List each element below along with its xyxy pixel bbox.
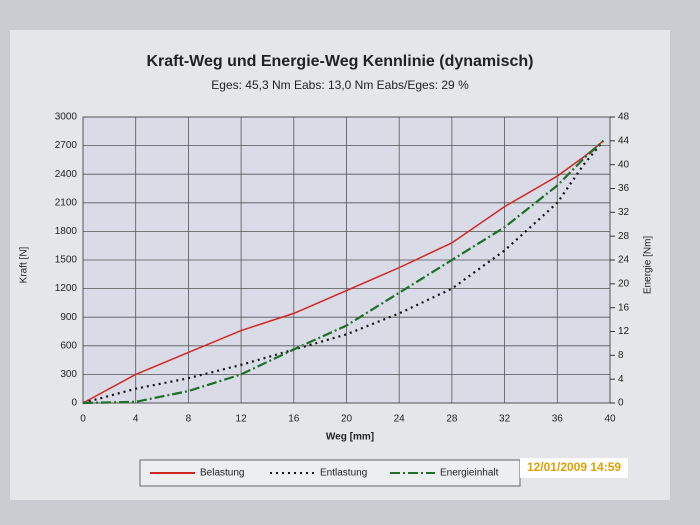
y2-tick-label: 32 (618, 207, 630, 218)
x-tick-label: 4 (133, 414, 139, 425)
y-tick-label: 600 (60, 340, 77, 351)
x-tick-label: 36 (552, 414, 564, 425)
x-tick-label: 12 (236, 414, 248, 425)
y2-tick-label: 48 (618, 112, 630, 123)
y2-tick-label: 12 (618, 326, 630, 337)
x-tick-label: 16 (288, 414, 300, 425)
legend (139, 459, 521, 487)
y2-tick-label: 20 (618, 278, 630, 289)
legend-label: Belastung (200, 468, 244, 479)
x-tick-label: 24 (394, 414, 406, 425)
y2-tick-label: 16 (618, 302, 630, 313)
y-tick-label: 2700 (55, 140, 78, 151)
y2-tick-label: 8 (618, 350, 624, 361)
y-tick-label: 300 (60, 369, 77, 380)
y2-tick-label: 4 (618, 374, 624, 385)
y-tick-label: 1500 (55, 255, 78, 266)
y-tick-label: 2400 (55, 169, 78, 180)
legend-label: Energieinhalt (440, 468, 499, 479)
x-tick-label: 8 (186, 414, 192, 425)
y-tick-label: 3000 (55, 112, 78, 123)
x-tick-label: 32 (499, 414, 511, 425)
y2-tick-label: 0 (618, 398, 624, 409)
y2-tick-label: 40 (618, 159, 630, 170)
series-line (82, 140, 605, 405)
y-tick-label: 1800 (55, 226, 78, 237)
x-tick-label: 0 (80, 414, 86, 425)
y-tick-label: 1200 (55, 283, 78, 294)
x-axis-label: Weg [mm] (326, 432, 374, 443)
chart-title: Kraft-Weg und Energie-Weg Kennlinie (dyn… (147, 53, 534, 70)
x-tick-label: 40 (604, 414, 616, 425)
timestamp: 12/01/2009 14:59 (527, 460, 621, 474)
series-line (82, 140, 605, 405)
y-axis-label: Kraft [N] (19, 246, 30, 283)
y2-tick-label: 36 (618, 183, 630, 194)
series-line (82, 140, 604, 404)
y2-axis-label: Energie [Nm] (643, 236, 654, 295)
y2-tick-label: 24 (618, 255, 630, 266)
y2-tick-label: 44 (618, 135, 630, 146)
timestamp-bg (520, 458, 628, 478)
y-tick-label: 900 (60, 312, 77, 323)
y-tick-label: 0 (71, 398, 77, 409)
legend-label: Entlastung (320, 468, 367, 479)
x-tick-label: 20 (341, 414, 353, 425)
y-tick-label: 2100 (55, 197, 78, 208)
y2-tick-label: 28 (618, 231, 630, 242)
chart-subtitle: Eges: 45,3 Nm Eabs: 13,0 Nm Eabs/Eges: 2… (211, 78, 469, 92)
x-tick-label: 28 (446, 414, 458, 425)
